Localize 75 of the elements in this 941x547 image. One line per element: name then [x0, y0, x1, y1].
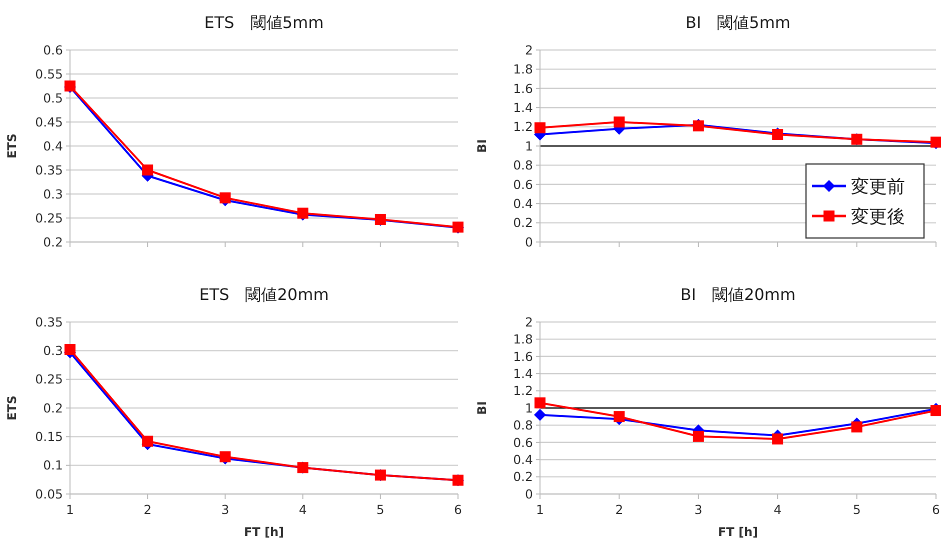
x-tick-label: 3: [221, 502, 230, 517]
y-tick-label: 1.6: [513, 80, 534, 96]
x-tick-label: 2: [144, 502, 152, 517]
y-tick-label: 1: [525, 400, 533, 416]
x-tick-label: 1: [536, 502, 544, 517]
chart-title: BI 閾値20mm: [680, 285, 796, 304]
y-tick-label: 0.2: [513, 469, 533, 484]
y-tick-label: 1.6: [513, 348, 534, 364]
legend-label: 変更前: [851, 176, 905, 198]
point: [614, 116, 625, 128]
x-tick-label: 6: [932, 502, 940, 517]
y-tick-label: 1.2: [513, 119, 533, 134]
chart-title: ETS 閾値20mm: [199, 285, 329, 304]
point: [142, 436, 154, 447]
y-tick-label: 0: [525, 486, 534, 502]
y-tick-label: 2: [525, 314, 533, 330]
y-tick-label: 0.25: [35, 372, 63, 387]
y-tick-label: 1: [525, 138, 533, 154]
y-tick-label: 1.8: [513, 332, 534, 347]
y-tick-label: 0.2: [43, 234, 63, 250]
y-tick-label: 0.4: [43, 138, 64, 154]
point: [220, 192, 231, 204]
y-axis-title: BI: [475, 401, 489, 415]
y-tick-label: 0.6: [43, 42, 64, 58]
y-tick-label: 0.1: [43, 458, 63, 473]
point: [64, 344, 76, 356]
y-tick-label: 0.45: [35, 114, 63, 130]
x-axis-title: FT [h]: [244, 525, 284, 539]
x-tick-label: 4: [774, 502, 782, 517]
y-tick-label: 0.55: [35, 66, 63, 82]
y-tick-label: 1.8: [513, 62, 534, 77]
y-tick-label: 0: [525, 234, 534, 250]
y-tick-label: 0.6: [513, 176, 534, 192]
y-tick-label: 0.5: [43, 90, 63, 106]
x-tick-label: 1: [66, 502, 74, 517]
point: [534, 397, 546, 408]
y-tick-label: 0.8: [513, 158, 534, 173]
y-tick-label: 0.2: [43, 400, 63, 416]
y-tick-label: 0.3: [43, 186, 63, 202]
point: [534, 122, 546, 134]
x-tick-label: 4: [298, 502, 307, 517]
x-tick-label: 2: [615, 502, 624, 517]
y-tick-label: 0.15: [35, 429, 63, 444]
y-tick-label: 0.4: [513, 196, 534, 211]
point: [534, 408, 546, 421]
y-tick-label: 0.25: [35, 210, 63, 226]
point: [930, 405, 941, 416]
y-tick-label: 2: [525, 42, 533, 58]
legend-label: 変更後: [851, 206, 905, 228]
x-tick-label: 6: [454, 502, 462, 517]
y-tick-label: 0.3: [43, 343, 63, 358]
y-tick-label: 0.35: [35, 162, 63, 178]
y-tick-label: 1.4: [513, 366, 534, 381]
y-tick-label: 0.6: [513, 434, 534, 450]
point: [614, 411, 625, 422]
x-axis-title: FT [h]: [718, 525, 758, 539]
y-tick-label: 0.35: [35, 314, 63, 330]
chart-title: ETS 閾値5mm: [204, 13, 324, 32]
point: [772, 433, 784, 444]
y-axis-title: ETS: [5, 395, 19, 421]
x-tick-label: 5: [376, 502, 384, 517]
y-axis-title: BI: [475, 139, 489, 153]
y-tick-label: 0.8: [513, 418, 534, 433]
y-tick-label: 0.2: [513, 215, 533, 230]
chart-title: BI 閾値5mm: [685, 13, 791, 32]
point: [692, 430, 704, 442]
y-tick-label: 0.4: [513, 452, 534, 467]
x-tick-label: 5: [852, 502, 861, 517]
y-axis-title: ETS: [5, 133, 19, 159]
y-tick-label: 1.4: [513, 100, 534, 115]
point: [851, 421, 862, 432]
point: [142, 164, 154, 176]
y-tick-label: 0.05: [35, 486, 63, 502]
x-tick-label: 3: [694, 502, 702, 517]
y-tick-label: 1.2: [513, 383, 533, 398]
